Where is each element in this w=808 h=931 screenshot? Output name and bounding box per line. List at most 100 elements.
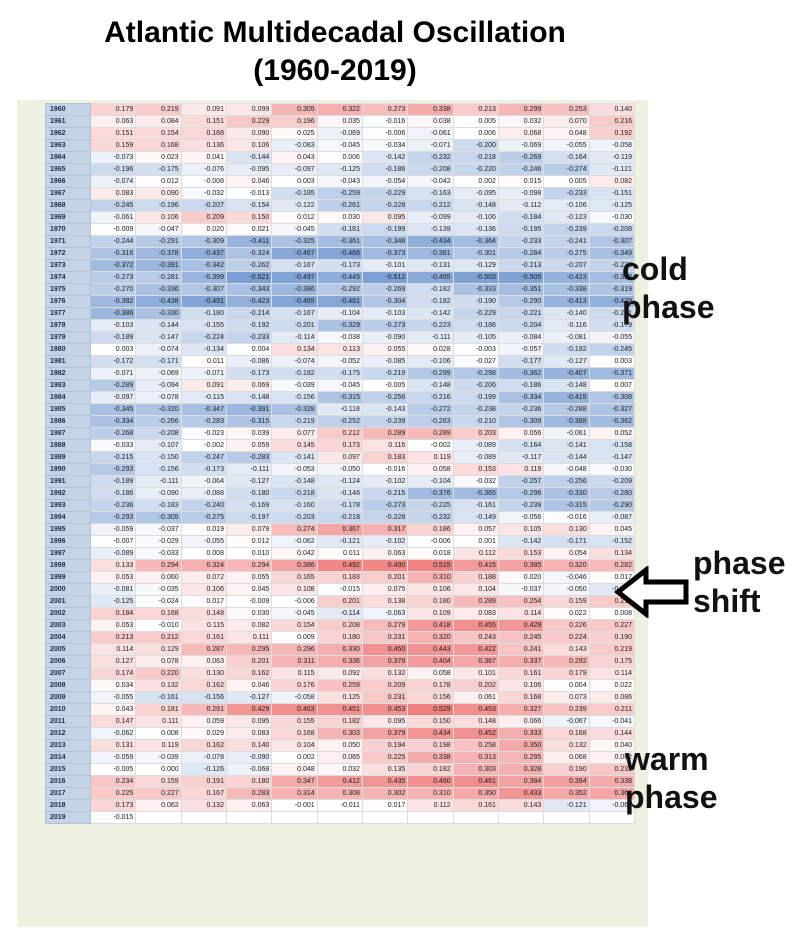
data-cell[interactable]: 0.114	[89, 643, 137, 656]
empty-cell[interactable]	[271, 811, 318, 824]
year-label[interactable]: 1979	[45, 331, 91, 344]
data-cell[interactable]: 0.115	[180, 619, 227, 632]
data-cell[interactable]: -0.215	[361, 487, 409, 500]
data-cell[interactable]: -0.338	[543, 283, 590, 296]
data-cell[interactable]: -0.141	[271, 451, 318, 464]
data-cell[interactable]: -0.086	[225, 355, 273, 368]
data-cell[interactable]: 0.181	[135, 703, 182, 716]
data-cell[interactable]: -0.089	[452, 439, 499, 452]
data-cell[interactable]: -0.246	[497, 163, 545, 176]
data-cell[interactable]: -0.273	[361, 319, 409, 332]
data-cell[interactable]: -0.039	[135, 751, 182, 764]
year-label[interactable]: 1970	[45, 223, 91, 236]
data-cell[interactable]: 0.011	[316, 547, 363, 560]
data-cell[interactable]: -0.053	[271, 463, 318, 476]
data-cell[interactable]: 0.144	[588, 727, 636, 740]
data-cell[interactable]: -0.102	[361, 535, 409, 548]
empty-cell[interactable]	[135, 811, 182, 824]
data-cell[interactable]: -0.055	[588, 331, 636, 344]
data-cell[interactable]: 0.003	[588, 355, 636, 368]
data-cell[interactable]: 0.179	[543, 667, 590, 680]
data-cell[interactable]: 0.063	[225, 799, 273, 812]
data-cell[interactable]: 0.019	[180, 523, 227, 536]
data-cell[interactable]: -0.273	[361, 499, 409, 512]
data-cell[interactable]: -0.106	[452, 211, 499, 224]
data-cell[interactable]: 0.314	[271, 787, 318, 800]
data-cell[interactable]: 0.338	[407, 103, 454, 116]
data-cell[interactable]: -0.106	[543, 199, 590, 212]
data-cell[interactable]: 0.156	[407, 691, 454, 704]
data-cell[interactable]: 0.045	[588, 523, 636, 536]
data-cell[interactable]: 0.303	[316, 727, 363, 740]
data-cell[interactable]: -0.125	[316, 163, 363, 176]
data-cell[interactable]: 0.140	[588, 103, 636, 116]
data-cell[interactable]: 0.006	[316, 151, 363, 164]
data-cell[interactable]: 0.002	[271, 751, 318, 764]
data-cell[interactable]: 0.299	[497, 103, 545, 116]
year-label[interactable]: 2009	[45, 691, 91, 704]
data-cell[interactable]: -0.024	[135, 595, 182, 608]
data-cell[interactable]: 0.384	[497, 775, 545, 788]
data-cell[interactable]: 0.017	[180, 595, 227, 608]
data-cell[interactable]: -0.129	[452, 259, 499, 272]
data-cell[interactable]: -0.047	[135, 223, 182, 236]
data-cell[interactable]: 0.041	[180, 151, 227, 164]
data-cell[interactable]: -0.171	[543, 535, 590, 548]
data-cell[interactable]: -0.245	[588, 343, 636, 356]
data-cell[interactable]: -0.305	[135, 511, 182, 524]
data-cell[interactable]: 0.188	[452, 571, 499, 584]
data-cell[interactable]: 0.129	[135, 643, 182, 656]
data-cell[interactable]: 0.004	[225, 343, 273, 356]
data-cell[interactable]: -0.411	[225, 235, 273, 248]
data-cell[interactable]: 0.155	[271, 715, 318, 728]
data-cell[interactable]: -0.334	[497, 391, 545, 404]
data-cell[interactable]: 0.005	[543, 175, 590, 188]
year-label[interactable]: 1990	[45, 463, 91, 476]
data-cell[interactable]: 0.130	[543, 523, 590, 536]
data-cell[interactable]: -0.218	[316, 511, 363, 524]
data-cell[interactable]: 0.159	[89, 139, 137, 152]
data-cell[interactable]: -0.069	[135, 367, 182, 380]
data-cell[interactable]: -0.272	[407, 403, 454, 416]
data-cell[interactable]: -0.185	[271, 187, 318, 200]
data-cell[interactable]: 0.095	[225, 715, 273, 728]
data-cell[interactable]: 0.294	[135, 559, 182, 572]
data-cell[interactable]: 0.063	[180, 655, 227, 668]
data-cell[interactable]: -0.173	[316, 259, 363, 272]
data-cell[interactable]: -0.214	[225, 307, 273, 320]
data-cell[interactable]: -0.105	[452, 331, 499, 344]
data-cell[interactable]: -0.006	[271, 595, 318, 608]
year-label[interactable]: 2006	[45, 655, 91, 668]
data-cell[interactable]: 0.099	[225, 103, 273, 116]
data-cell[interactable]: -0.362	[588, 415, 636, 428]
data-cell[interactable]: 0.068	[543, 751, 590, 764]
data-cell[interactable]: -0.269	[497, 151, 545, 164]
data-cell[interactable]: 0.083	[452, 607, 499, 620]
data-cell[interactable]: 0.136	[180, 139, 227, 152]
data-cell[interactable]: 0.028	[407, 343, 454, 356]
data-cell[interactable]: 0.003	[89, 343, 137, 356]
data-cell[interactable]: 0.180	[316, 631, 363, 644]
data-cell[interactable]: 0.062	[135, 799, 182, 812]
data-cell[interactable]: 0.162	[225, 667, 273, 680]
data-cell[interactable]: -0.241	[543, 235, 590, 248]
data-cell[interactable]: 0.194	[361, 739, 409, 752]
data-cell[interactable]: 0.029	[180, 727, 227, 740]
data-cell[interactable]: 0.320	[543, 559, 590, 572]
data-cell[interactable]: 0.113	[316, 343, 363, 356]
data-cell[interactable]: -0.199	[361, 223, 409, 236]
data-cell[interactable]: -0.327	[588, 403, 636, 416]
data-cell[interactable]: -0.308	[588, 391, 636, 404]
data-cell[interactable]: 0.279	[361, 619, 409, 632]
data-cell[interactable]: 0.433	[497, 787, 545, 800]
data-cell[interactable]: -0.164	[543, 151, 590, 164]
data-cell[interactable]: 0.379	[361, 727, 409, 740]
data-cell[interactable]: 0.202	[452, 679, 499, 692]
data-cell[interactable]: -0.180	[225, 487, 273, 500]
year-label[interactable]: 2003	[45, 619, 91, 632]
data-cell[interactable]: -0.293	[89, 463, 137, 476]
data-cell[interactable]: 0.310	[407, 787, 454, 800]
data-cell[interactable]: 0.132	[361, 667, 409, 680]
data-cell[interactable]: 0.308	[316, 787, 363, 800]
data-cell[interactable]: -0.127	[225, 691, 273, 704]
